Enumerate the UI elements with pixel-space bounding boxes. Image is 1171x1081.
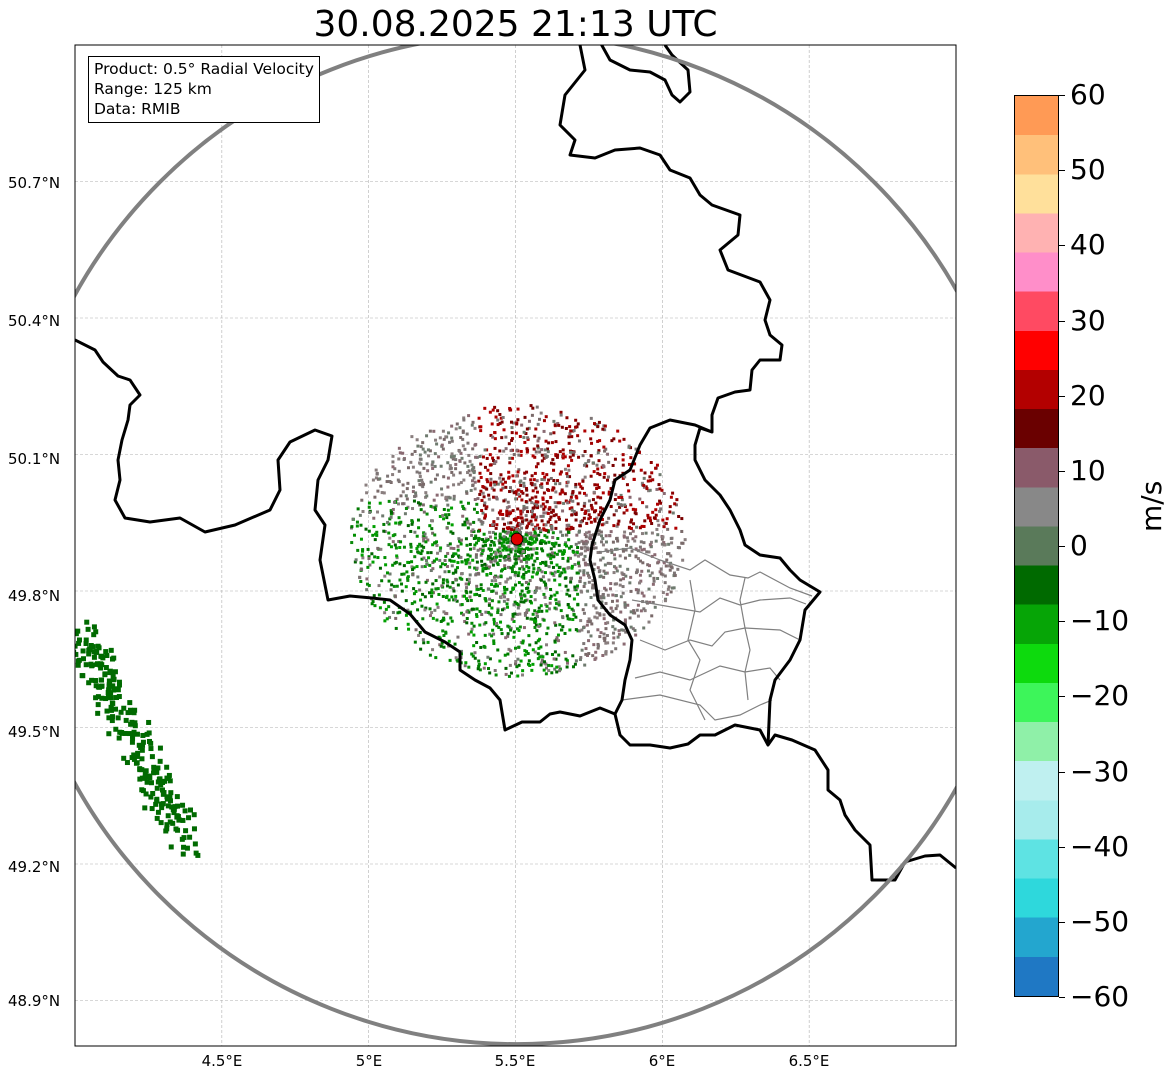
map-title: 30.08.2025 21:13 UTC bbox=[313, 4, 718, 45]
lat-tick-label: 50.4°N bbox=[8, 312, 61, 330]
lon-tick-label: 5°E bbox=[355, 1052, 383, 1070]
product-label: Product: 0.5° Radial Velocity bbox=[94, 60, 314, 78]
lat-tick-label: 50.1°N bbox=[8, 450, 61, 468]
colorbar-tick-label: −30 bbox=[1070, 754, 1130, 788]
product-info-box: Product: 0.5° Radial Velocity Range: 125… bbox=[88, 56, 320, 123]
velocity-colorbar bbox=[1014, 95, 1059, 997]
colorbar-tick-label: −10 bbox=[1070, 604, 1130, 638]
data-source-label: Data: RMIB bbox=[94, 100, 181, 118]
velocity-echoes bbox=[75, 404, 687, 858]
colorbar-tick-mark bbox=[1059, 846, 1065, 848]
colorbar-tick-label: −50 bbox=[1070, 904, 1130, 938]
colorbar-tick-label: 0 bbox=[1070, 529, 1088, 562]
range-ring bbox=[75, 45, 956, 1046]
map-frame bbox=[74, 44, 957, 1047]
lon-tick-label: 6°E bbox=[648, 1052, 676, 1070]
lon-tick-label: 6.5°E bbox=[788, 1052, 830, 1070]
lat-tick-label: 49.8°N bbox=[8, 587, 61, 605]
radar-site-marker bbox=[510, 532, 524, 546]
colorbar-tick-mark bbox=[1059, 997, 1065, 998]
colorbar-tick-mark bbox=[1059, 546, 1065, 547]
colorbar-tick-label: 40 bbox=[1070, 228, 1106, 262]
colorbar-tick-mark bbox=[1059, 771, 1065, 773]
region-boundaries bbox=[599, 547, 813, 721]
colorbar-tick-label: 30 bbox=[1070, 303, 1106, 337]
colorbar-tick-mark bbox=[1059, 95, 1065, 96]
colorbar-tick-label: 50 bbox=[1070, 153, 1106, 187]
colorbar-tick-label: 60 bbox=[1070, 78, 1106, 111]
colorbar-tick-mark bbox=[1059, 320, 1065, 322]
national-borders bbox=[75, 45, 956, 882]
lon-tick-label: 5.5°E bbox=[494, 1052, 536, 1070]
range-label: Range: 125 km bbox=[94, 80, 212, 98]
colorbar-tick-mark bbox=[1059, 621, 1065, 623]
lat-tick-label: 50.7°N bbox=[8, 174, 61, 192]
colorbar-tick-label: −20 bbox=[1070, 679, 1130, 713]
lat-tick-label: 48.9°N bbox=[8, 992, 61, 1010]
colorbar-tick-label: 10 bbox=[1070, 453, 1106, 487]
colorbar-tick-mark bbox=[1059, 170, 1065, 172]
lat-tick-label: 49.2°N bbox=[8, 858, 61, 876]
colorbar-tick-label: −40 bbox=[1070, 829, 1130, 863]
colorbar-tick-mark bbox=[1059, 470, 1065, 472]
colorbar-tick-mark bbox=[1059, 245, 1065, 247]
colorbar-tick-label: −60 bbox=[1070, 980, 1130, 1013]
colorbar-tick-mark bbox=[1059, 696, 1065, 698]
lon-tick-label: 4.5°E bbox=[201, 1052, 243, 1070]
colorbar-tick-label: 20 bbox=[1070, 378, 1106, 412]
colorbar-tick-mark bbox=[1059, 921, 1065, 923]
colorbar-unit-label: m/s bbox=[1135, 480, 1168, 532]
colorbar-tick-mark bbox=[1059, 395, 1065, 397]
lat-tick-label: 49.5°N bbox=[8, 723, 61, 741]
